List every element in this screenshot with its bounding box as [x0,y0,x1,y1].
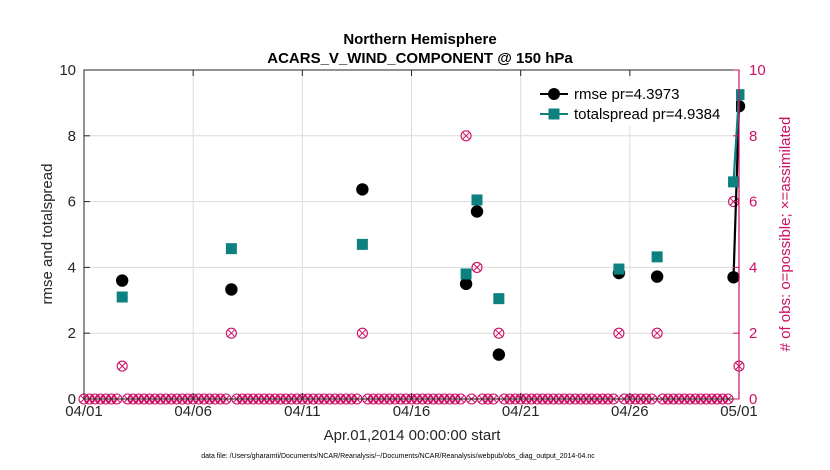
legend-box [532,79,736,126]
x-tick-label: 04/21 [502,403,540,420]
obs-possible-circle [651,327,663,339]
rmse-point [492,348,506,361]
y-tick-label: 6 [68,194,76,211]
totalspread-point [471,194,483,206]
obs-count-marker [356,327,368,339]
obs-count-marker [471,261,483,273]
obs-assimilated-cross [358,329,367,338]
chart-subtitle: ACARS_V_WIND_COMPONENT @ 150 hPa [267,50,573,67]
totalspread-point [460,268,472,280]
y-right-tick-label: 2 [749,325,757,342]
obs-possible-circle [471,261,483,273]
totalspread-point [116,291,128,303]
obs-possible-circle [460,130,472,142]
obs-possible-circle [613,327,625,339]
y-tick-label: 4 [68,259,76,276]
totalspread-point [728,176,740,188]
y-tick-label: 10 [59,62,76,79]
y-axis-label: rmse and totalspread [39,164,56,305]
legend-entry-totalspread: totalspread pr=4.9384 [574,106,720,123]
y-right-tick-label: 4 [749,259,757,276]
totalspread-point [225,243,237,255]
rmse-point [727,271,740,284]
obs-assimilated-cross [653,329,661,338]
totalspread-point [356,238,368,250]
obs-count-marker [225,327,237,339]
obs-possible-circle [225,327,237,339]
obs-assimilated-cross [118,362,127,370]
x-tick-label: 04/11 [284,403,320,420]
obs-count-marker [493,327,505,339]
totalspread-point [651,251,663,263]
series-line-0 [732,106,741,278]
x-tick-label: 05/01 [720,403,758,420]
rmse-point [459,277,473,291]
obs-possible-circle [493,327,505,339]
obs-assimilated-cross [615,329,623,338]
y-right-tick-label: 6 [749,194,757,211]
y-tick-label: 8 [68,128,76,145]
legend-marker-rmse [548,88,560,100]
rmse-point [225,283,238,296]
x-tick-label: 04/01 [65,403,103,420]
rmse-point [650,270,664,283]
obs-assimilated-cross [227,329,236,338]
y-right-tick-label: 8 [749,128,757,145]
tick-labels: 04/01 04/06 04/11 04/16 04/21 04/26 05/0102468… [59,62,765,420]
obs-count-marker [651,327,663,339]
y-axis-right-label: # of obs: o=possible; ×=assimilated [777,117,794,352]
x-tick-label: 04/16 [393,403,431,420]
y-right-tick-label: 0 [749,391,757,408]
rmse-point [116,274,129,287]
y-tick-label: 2 [68,325,76,342]
series-line-1 [732,94,741,182]
obs-count-marker [613,327,625,339]
ticks [83,69,740,400]
rmse-point [470,205,484,218]
legend-symbols [540,88,568,120]
chart-title: Northern Hemisphere [343,31,496,48]
obs-assimilated-cross [494,329,503,338]
y-tick-label: 0 [68,391,76,408]
totalspread-point [493,293,505,305]
x-axis-label: Apr.01,2014 00:00:00 start [324,427,502,444]
legend: rmse pr=4.3973 totalspread pr=4.9384 [532,79,736,126]
obs-possible-circle [356,327,368,339]
obs-count-marker [460,130,472,142]
x-tick-label: 04/06 [174,403,212,420]
obs-assimilated-cross [462,131,470,140]
y-right-tick-label: 10 [749,62,766,79]
obs-assimilated-cross [473,263,481,272]
footnote: data file: /Users/gharamti/Documents/NCA… [201,453,595,460]
legend-entry-rmse: rmse pr=4.3973 [574,86,679,103]
obs-possible-circle [116,360,128,372]
rmse-point [356,183,369,196]
totalspread-point [613,263,625,275]
obs-count-marker [116,360,128,372]
x-tick-label: 04/26 [611,403,649,420]
legend-marker-totalspread [548,108,560,120]
